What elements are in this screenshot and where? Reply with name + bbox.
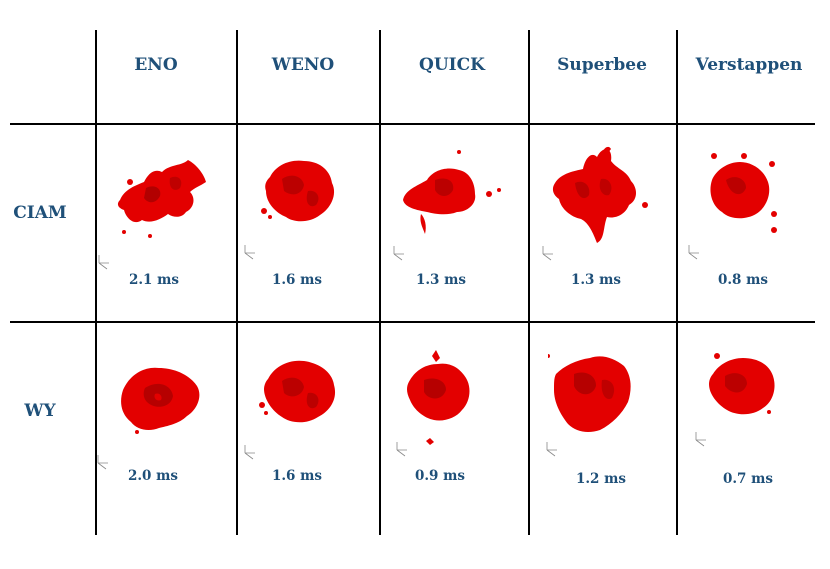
droplet-render-wy-weno [259,360,336,423]
droplet-render-ciam-weno [261,160,335,222]
grid-vline-5 [676,30,678,535]
row-label-wy: WY [24,401,56,421]
time-label: 1.6 ms [271,272,323,288]
row-label-ciam: CIAM [13,203,67,223]
axis-triad-icon [546,442,557,457]
droplet-render-ciam-eno [117,160,206,238]
time-label: 0.9 ms [414,468,466,484]
droplet-render-ciam-verstappen [710,153,777,233]
time-label: 0.8 ms [717,272,769,288]
grid-vline-4 [528,30,530,535]
column-header-quick: QUICK [419,55,485,75]
grid-hline-1 [10,123,815,125]
grid-vline-1 [95,30,97,535]
axis-triad-icon [688,245,699,260]
axis-triad-icon [244,245,255,260]
time-label: 1.6 ms [271,468,323,484]
grid-vline-2 [236,30,238,535]
time-label: 1.2 ms [575,471,627,487]
axis-triad-icon [244,445,255,460]
droplet-render-wy-verstappen [709,353,775,415]
grid-vline-3 [379,30,381,535]
axis-triad-icon [97,455,108,470]
droplet-render-wy-quick [407,350,470,445]
droplet-render-ciam-quick [403,150,501,234]
time-label: 0.7 ms [722,471,774,487]
axis-triad-icon [695,432,706,447]
column-header-superbee: Superbee [557,55,647,75]
column-header-eno: ENO [134,55,178,75]
time-label: 2.0 ms [127,468,179,484]
axis-triad-icon [98,255,109,270]
time-label: 1.3 ms [570,272,622,288]
time-label: 2.1 ms [128,272,180,288]
droplet-render-wy-superbee [548,354,631,432]
droplet-render-wy-eno [121,367,200,434]
axis-triad-icon [396,442,407,457]
column-header-verstappen: Verstappen [695,55,803,75]
axis-triad-icon [542,246,553,261]
droplet-render-ciam-superbee [552,146,648,243]
axis-triad-icon [393,246,404,261]
grid-hline-2 [10,321,815,323]
time-label: 1.3 ms [415,272,467,288]
column-header-weno: WENO [271,55,335,75]
